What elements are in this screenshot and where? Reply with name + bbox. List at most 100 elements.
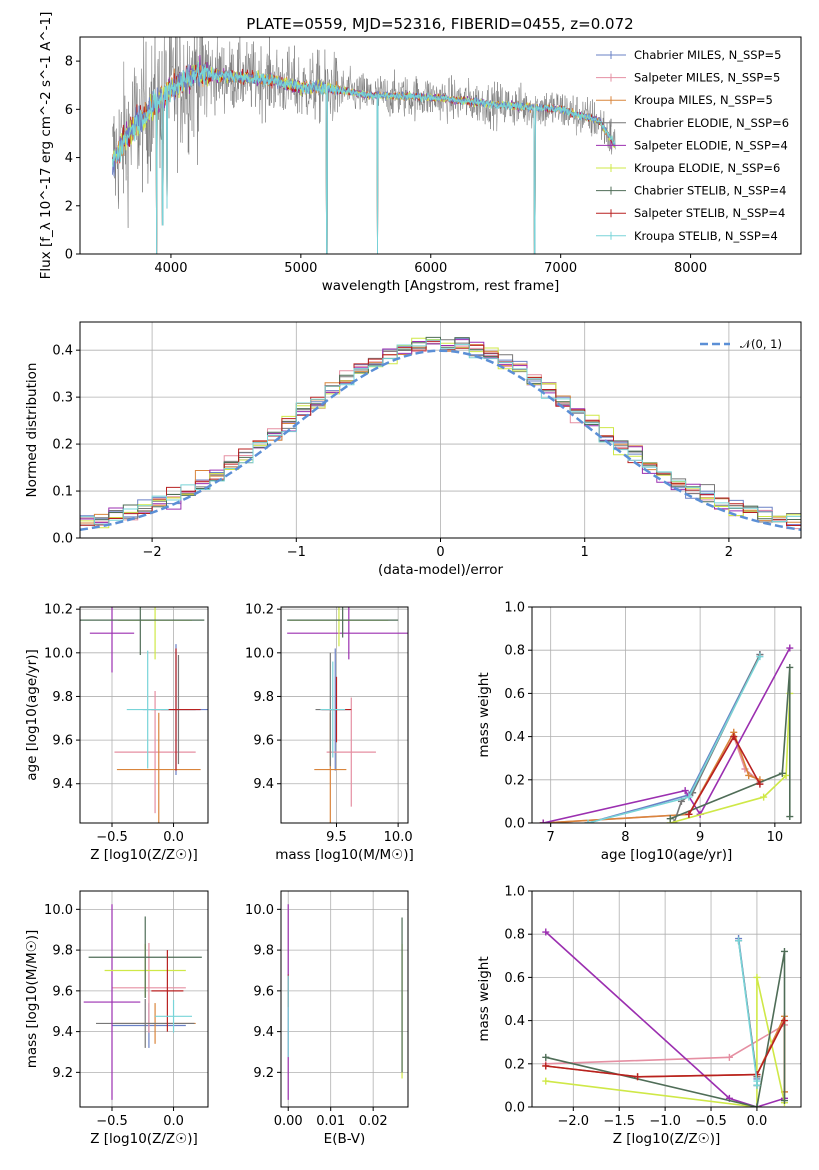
y-tick-label: 0.8 xyxy=(504,644,525,659)
plot-area-massweight_vs_Z xyxy=(542,928,788,1107)
y-tick-label: 9.4 xyxy=(253,1025,274,1040)
y-tick-label: 2 xyxy=(65,199,73,214)
x-tick-label: 0.0 xyxy=(163,830,184,845)
axes-frame xyxy=(531,890,802,1108)
y-tick-label: 0 xyxy=(65,248,73,263)
x-axis-label: wavelength [Angstrom, rest frame] xyxy=(322,278,560,294)
x-axis-label: Z [log10(Z/Z☉)] xyxy=(90,847,198,863)
spectrum-line xyxy=(112,37,616,254)
y-tick-label: 0.6 xyxy=(504,687,525,702)
legend-entry: Salpeter STELIB, N_SSP=4 xyxy=(634,206,785,220)
x-tick-label: −1.5 xyxy=(603,1114,635,1129)
y-tick-label: 0.2 xyxy=(504,1057,525,1072)
axes-frame xyxy=(79,321,802,539)
weight-line xyxy=(543,730,761,823)
plus-marker xyxy=(786,663,794,671)
axes-frame xyxy=(280,890,409,1108)
y-tick-label: 9.6 xyxy=(253,984,274,999)
y-axis-label: mass weight xyxy=(476,672,492,757)
y-tick-label: 9.6 xyxy=(52,984,73,999)
y-tick-label: 0.4 xyxy=(504,730,525,745)
x-tick-label: 9.5 xyxy=(326,830,347,845)
plus-marker xyxy=(542,1053,550,1061)
plus-marker xyxy=(745,771,753,779)
y-tick-label: 9.8 xyxy=(253,944,274,959)
plus-marker xyxy=(725,1053,733,1061)
axes-age_vs_mass: 9.5 10.0 9.4 9.6 9.8 10.0 10.2 mass [log10(M/M☉… xyxy=(245,603,414,863)
y-tick-label: 9.8 xyxy=(52,944,73,959)
x-axis-label: age [log10(age/yr)] xyxy=(601,847,733,863)
y-tick-label: 9.4 xyxy=(52,777,73,792)
plus-marker xyxy=(760,793,768,801)
legend-entry: Kroupa MILES, N_SSP=5 xyxy=(634,93,773,107)
plus-marker xyxy=(670,819,678,823)
plus-marker xyxy=(685,810,693,818)
plus-marker xyxy=(735,937,743,945)
plot-area-massweight_vs_age xyxy=(539,644,794,823)
plot-area-mass_vs_Z xyxy=(83,904,202,1100)
grid-massweight_vs_Z xyxy=(532,890,801,1108)
plus-marker xyxy=(756,780,764,788)
axes-mass_vs_Z: −0.5 0.0 9.2 9.4 9.6 9.8 10.0 Z [log10(Z/Z☉)] ma… xyxy=(24,890,209,1147)
axes-residuals: −2 −1 0 1 2 0.0 0.1 0.2 0.3 0.4 (data-model)/error… xyxy=(24,321,802,578)
y-tick-label: 10.0 xyxy=(44,903,73,918)
plot-area-age_vs_mass xyxy=(287,607,408,823)
x-tick-label: 0.00 xyxy=(274,1114,303,1129)
x-tick-label: −0.5 xyxy=(695,1114,727,1129)
weight-line xyxy=(545,931,785,1107)
plus-marker xyxy=(539,819,547,823)
plus-marker xyxy=(753,1081,761,1089)
weight-line xyxy=(545,977,786,1107)
plus-marker xyxy=(542,928,550,936)
x-tick-label: 10 xyxy=(767,830,784,845)
y-tick-label: 10.0 xyxy=(44,646,73,661)
y-tick-label: 9.8 xyxy=(253,690,274,705)
y-tick-label: 0.0 xyxy=(52,532,73,547)
plus-marker xyxy=(753,1103,761,1107)
axes-massweight_vs_Z: −2.0 −1.5 −1.0 −0.5 0.0 0.0 0.2 0.4 0.6 0.8 1.0 Z [… xyxy=(476,885,802,1147)
x-tick-label: −1 xyxy=(287,545,306,560)
x-tick-label: 5000 xyxy=(284,261,317,276)
legend-entry: Chabrier MILES, N_SSP=5 xyxy=(634,48,781,62)
y-tick-label: 0.0 xyxy=(504,817,525,832)
x-tick-label: −0.5 xyxy=(96,830,128,845)
plus-marker xyxy=(685,793,693,801)
weight-line xyxy=(669,667,791,820)
x-tick-label: 1 xyxy=(581,545,589,560)
x-axis-label: mass [log10(M/M☉)] xyxy=(275,847,414,863)
y-tick-label: 4 xyxy=(65,151,73,166)
y-tick-label: 10.0 xyxy=(245,646,274,661)
axes-frame xyxy=(531,606,802,824)
y-tick-label: 0.2 xyxy=(52,438,73,453)
axes-age_vs_Z: −0.5 0.0 9.4 9.6 9.8 10.0 10.2 Z [log10(Z/Z☉)] a… xyxy=(24,603,209,863)
axes-spectrum: 4000 5000 6000 7000 8000 0 2 4 6 8 wavelength [Ang… xyxy=(38,12,802,294)
grid-massweight_vs_age xyxy=(532,606,801,824)
legend: Chabrier MILES, N_SSP=5 Salpeter MILES, N… xyxy=(596,48,789,243)
axes-frame xyxy=(79,606,209,824)
x-tick-label: 0.0 xyxy=(747,1114,768,1129)
y-tick-label: 0.0 xyxy=(504,1101,525,1116)
legend-entry: Chabrier ELODIE, N_SSP=6 xyxy=(634,116,789,130)
legend-entry: Kroupa ELODIE, N_SSP=6 xyxy=(634,161,780,175)
y-axis-label: mass weight xyxy=(476,956,492,1041)
y-tick-label: 8 xyxy=(65,55,73,70)
plot-area-residuals xyxy=(80,336,801,532)
y-tick-label: 10.0 xyxy=(245,903,274,918)
grid-age_vs_mass xyxy=(281,607,408,823)
x-axis-label: Z [log10(Z/Z☉)] xyxy=(90,1131,198,1147)
y-tick-label: 0.4 xyxy=(504,1014,525,1029)
x-tick-label: 9 xyxy=(696,830,704,845)
plus-marker xyxy=(780,1097,788,1105)
y-tick-label: 0.4 xyxy=(52,344,73,359)
weight-line xyxy=(669,693,791,823)
x-tick-label: −2.0 xyxy=(558,1114,590,1129)
y-tick-label: 10.2 xyxy=(245,603,274,618)
y-tick-label: 1.0 xyxy=(504,601,525,616)
y-tick-label: 1.0 xyxy=(504,885,525,900)
y-tick-label: 0.8 xyxy=(504,928,525,943)
x-tick-label: −1.0 xyxy=(649,1114,681,1129)
plus-marker xyxy=(778,769,786,777)
grid-mass_vs_Z xyxy=(80,891,208,1107)
legend-entry: Chabrier STELIB, N_SSP=4 xyxy=(634,184,786,198)
